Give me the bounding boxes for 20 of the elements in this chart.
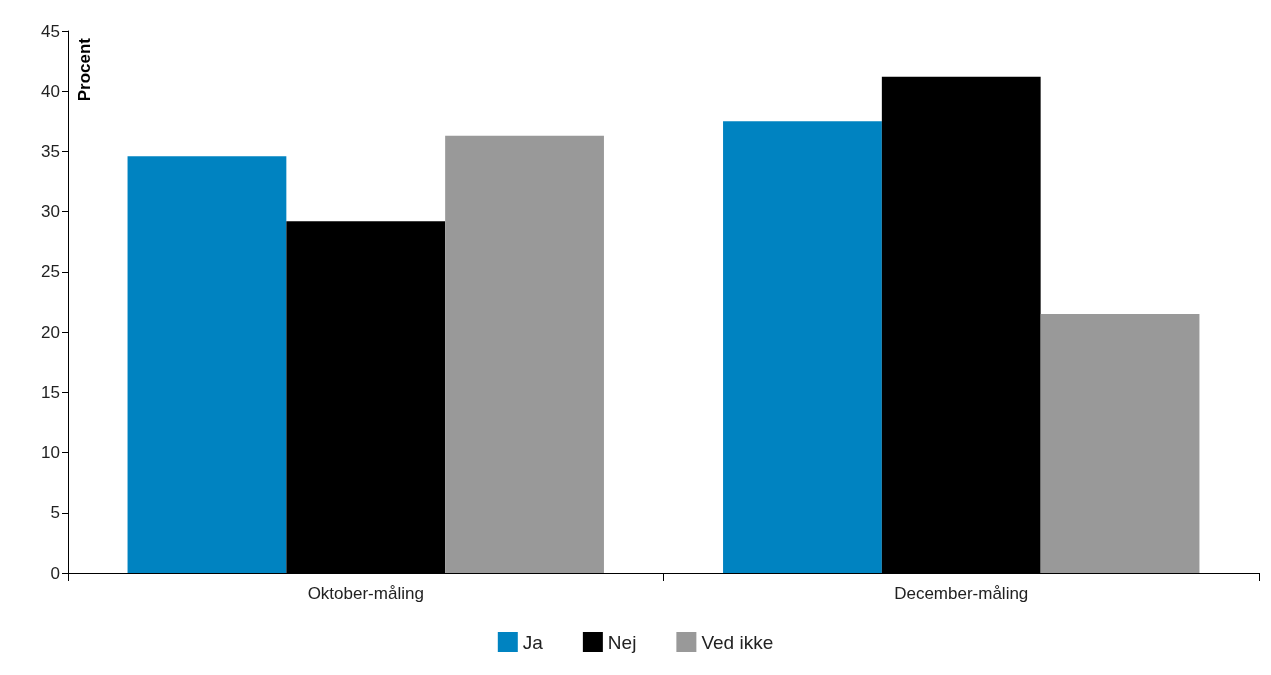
x-tick-label: December-måling — [894, 584, 1029, 603]
bar — [723, 121, 882, 573]
y-tick-label: 0 — [50, 563, 60, 583]
y-tick-label: 45 — [41, 21, 60, 41]
bar — [127, 156, 287, 573]
y-tick-label: 10 — [41, 443, 60, 463]
bar — [1040, 314, 1200, 573]
y-tick-label: 30 — [41, 202, 60, 222]
y-tick-label: 40 — [41, 81, 60, 101]
legend-label: Ja — [522, 631, 544, 653]
bar — [445, 135, 604, 573]
y-tick-label: 35 — [41, 141, 60, 161]
legend-label: Nej — [607, 631, 637, 653]
y-tick-label: 5 — [50, 503, 60, 523]
x-tick-label: Oktober-måling — [307, 584, 424, 603]
y-tick-label: 15 — [41, 382, 60, 402]
y-tick-label: 25 — [41, 262, 60, 282]
y-tick-label: 20 — [41, 322, 60, 342]
y-axis-title: Procent — [75, 37, 94, 102]
legend-label: Ved ikke — [701, 631, 774, 653]
